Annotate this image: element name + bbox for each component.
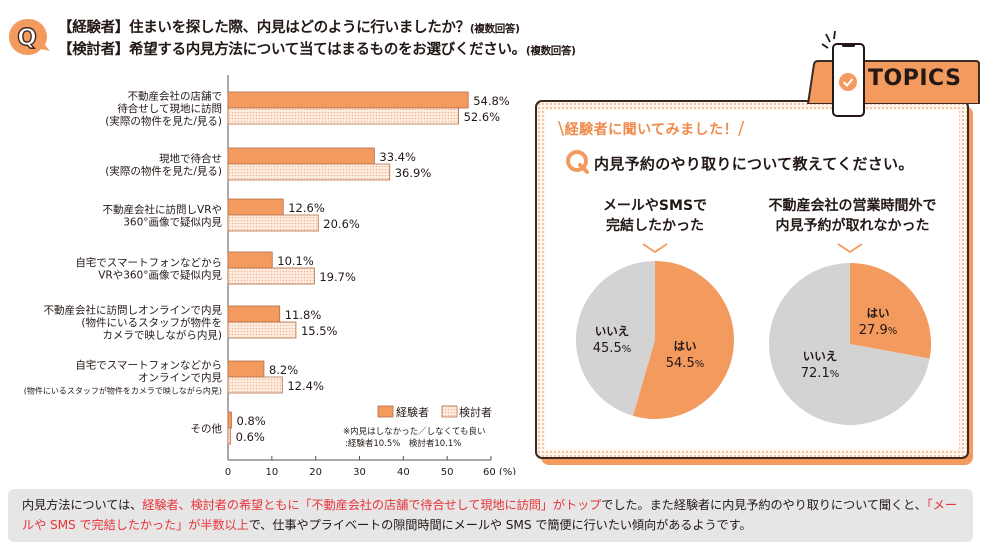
topics-question: 内見予約のやり取りについて教えてください。 bbox=[594, 155, 914, 173]
value-label-experienced: 11.8% bbox=[285, 308, 322, 322]
legend-swatch-experienced bbox=[377, 405, 394, 418]
x-tick-label: 50 bbox=[441, 467, 454, 475]
bar-considering bbox=[227, 214, 319, 232]
bar-experienced bbox=[227, 305, 281, 323]
topics-label: TOPICS bbox=[868, 66, 962, 91]
chevron-down-icon bbox=[642, 243, 668, 253]
value-label-considering: 20.6% bbox=[323, 217, 360, 231]
value-label-experienced: 33.4% bbox=[379, 150, 416, 164]
category-label: VRや360°画像で疑似内見 bbox=[98, 268, 222, 281]
category-label: (実際の物件を見た/見る) bbox=[105, 115, 222, 128]
pie-label-no: いいえ bbox=[595, 324, 630, 338]
legend-label-considering: 検討者 bbox=[459, 405, 492, 419]
pie2-title-line1: 不動産会社の営業時間外で bbox=[768, 198, 937, 214]
pie2-title-line2: 内見予約が取れなかった bbox=[775, 218, 930, 234]
category-label: (物件にいるスタッフが物件を bbox=[81, 316, 222, 329]
bar-experienced bbox=[227, 360, 265, 378]
value-label-considering: 15.5% bbox=[301, 324, 338, 338]
question-line2-note: (複数回答) bbox=[525, 45, 576, 57]
value-label-experienced: 54.8% bbox=[473, 94, 510, 108]
category-label: その他 bbox=[191, 422, 223, 435]
svg-text:Q: Q bbox=[17, 25, 37, 51]
value-label-considering: 36.9% bbox=[395, 166, 432, 180]
topics-subheading-text: 経験者に聞いてみました！ bbox=[564, 122, 739, 138]
category-label: (物件にいるスタッフが物件をカメラで映しながら内見) bbox=[24, 386, 222, 396]
pie-slice-no bbox=[576, 261, 655, 416]
category-label: 待合せして現地に訪問 bbox=[117, 102, 222, 115]
q-speech-bubble-icon: Q bbox=[9, 19, 50, 55]
bar-considering bbox=[227, 107, 459, 125]
question-line2: 【検討者】希望する内見方法について当てはまるものをお選びください。 bbox=[58, 42, 526, 58]
footnote-line2: :経験者10.5% 検討者10.1% bbox=[345, 438, 461, 449]
value-label-experienced: 8.2% bbox=[269, 363, 298, 377]
summary-highlight-2: 「メールや SMS で完結したかった」が半数以上 bbox=[22, 498, 957, 532]
value-label-experienced: 12.6% bbox=[288, 201, 325, 215]
category-label: 不動産会社に訪問しオンラインで内見 bbox=[44, 304, 223, 317]
category-label: (実際の物件を見た/見る) bbox=[105, 164, 222, 177]
value-label-experienced: 10.1% bbox=[277, 254, 314, 268]
pie1-title-line1: メールやSMSで bbox=[602, 198, 708, 214]
pie-chart-email-sms: はい 54.5% いいえ 45.5% bbox=[576, 261, 734, 419]
bar-considering bbox=[227, 267, 315, 285]
pie-slice-yes bbox=[850, 263, 931, 359]
category-label: 不動産会社の店舗で bbox=[128, 90, 223, 103]
pie-slice-no bbox=[769, 263, 930, 425]
pie2-title: 不動産会社の営業時間外で 内見予約が取れなかった bbox=[745, 196, 960, 236]
summary-text-2: でした。また経験者に内見予約のやり取りについて聞くと、 bbox=[601, 498, 927, 512]
category-label: 自宅でスマートフォンなどから bbox=[75, 256, 222, 269]
bar-considering bbox=[227, 427, 232, 445]
x-tick-label: 20 bbox=[309, 467, 322, 475]
bar-considering bbox=[227, 163, 391, 181]
legend-label-experienced: 経験者 bbox=[396, 405, 429, 419]
pie-label-yes: はい bbox=[867, 306, 890, 320]
smartphone-check-icon bbox=[821, 30, 865, 117]
category-label: 現地で待合せ bbox=[159, 152, 222, 165]
category-label: 360°画像で疑似内見 bbox=[123, 215, 222, 228]
value-label-considering: 12.4% bbox=[287, 379, 324, 393]
pie-chart-outside-hours: はい 27.9% いいえ 72.1% bbox=[769, 263, 931, 425]
topics-subheading: \経験者に聞いてみました！/ bbox=[558, 118, 745, 139]
pie1-title: メールやSMSで 完結したかった bbox=[570, 196, 740, 236]
question-title: 【経験者】住まいを探した際、内見はどのように行いましたか？(複数回答) 【検討者… bbox=[58, 18, 576, 62]
summary-highlight-1: 経験者、検討者の希望ともに「不動産会社の店舗で待合せして現地に訪問」がトップ bbox=[142, 498, 602, 512]
pie1-title-line2: 完結したかった bbox=[606, 218, 704, 234]
bar-experienced bbox=[227, 251, 273, 269]
question-line1: 【経験者】住まいを探した際、内見はどのように行いましたか？ bbox=[58, 20, 470, 36]
x-tick-label: 60 (%) bbox=[483, 467, 516, 475]
x-tick-label: 30 bbox=[353, 467, 366, 475]
pie-label-no: いいえ bbox=[803, 349, 838, 363]
summary-text-3: で、仕事やプライベートの隙間時間にメールや SMS で簡便に行いたい傾向があるよ… bbox=[248, 518, 752, 532]
bar-considering bbox=[227, 376, 283, 394]
summary-box: 内見方法については、経験者、検討者の希望ともに「不動産会社の店舗で待合せして現地… bbox=[8, 489, 973, 542]
pie-slice-yes bbox=[632, 261, 734, 419]
value-label-considering: 19.7% bbox=[319, 270, 356, 284]
chevron-down-icon bbox=[837, 243, 863, 253]
bar-chart: 0 10 20 30 40 50 60 (%) 54.8% 52.6% 不動産会社の店舗で待合せし… bbox=[24, 75, 516, 475]
bar-experienced bbox=[227, 91, 469, 109]
category-label: 不動産会社に訪問しVRや bbox=[103, 203, 222, 216]
x-tick-label: 10 bbox=[265, 467, 278, 475]
legend-swatch-considering bbox=[441, 405, 458, 418]
bar-experienced bbox=[227, 147, 375, 165]
category-label: 自宅でスマートフォンなどから bbox=[75, 359, 222, 372]
category-label: カメラで映しながら内見) bbox=[102, 329, 222, 342]
pie-value-no: 45.5% bbox=[593, 341, 631, 356]
pie-label-yes: はい bbox=[674, 339, 697, 353]
x-tick-label: 40 bbox=[397, 467, 410, 475]
footnote-line1: ※内見はしなかった／しなくても良い bbox=[343, 426, 485, 437]
pie-value-yes: 54.5% bbox=[666, 356, 704, 371]
question-line1-note: (複数回答) bbox=[469, 23, 520, 35]
bar-experienced bbox=[227, 411, 232, 429]
value-label-experienced: 0.8% bbox=[237, 414, 266, 428]
summary-text-1: 内見方法については、 bbox=[22, 498, 143, 512]
x-tick-label: 0 bbox=[225, 467, 231, 475]
bar-experienced bbox=[227, 198, 284, 216]
bar-considering bbox=[227, 321, 297, 339]
pie-value-yes: 27.9% bbox=[859, 323, 897, 338]
value-label-considering: 52.6% bbox=[464, 110, 501, 124]
q-icon bbox=[566, 150, 589, 174]
pie-value-no: 72.1% bbox=[801, 366, 839, 381]
category-label: オンラインで内見 bbox=[138, 371, 222, 384]
value-label-considering: 0.6% bbox=[236, 430, 265, 444]
